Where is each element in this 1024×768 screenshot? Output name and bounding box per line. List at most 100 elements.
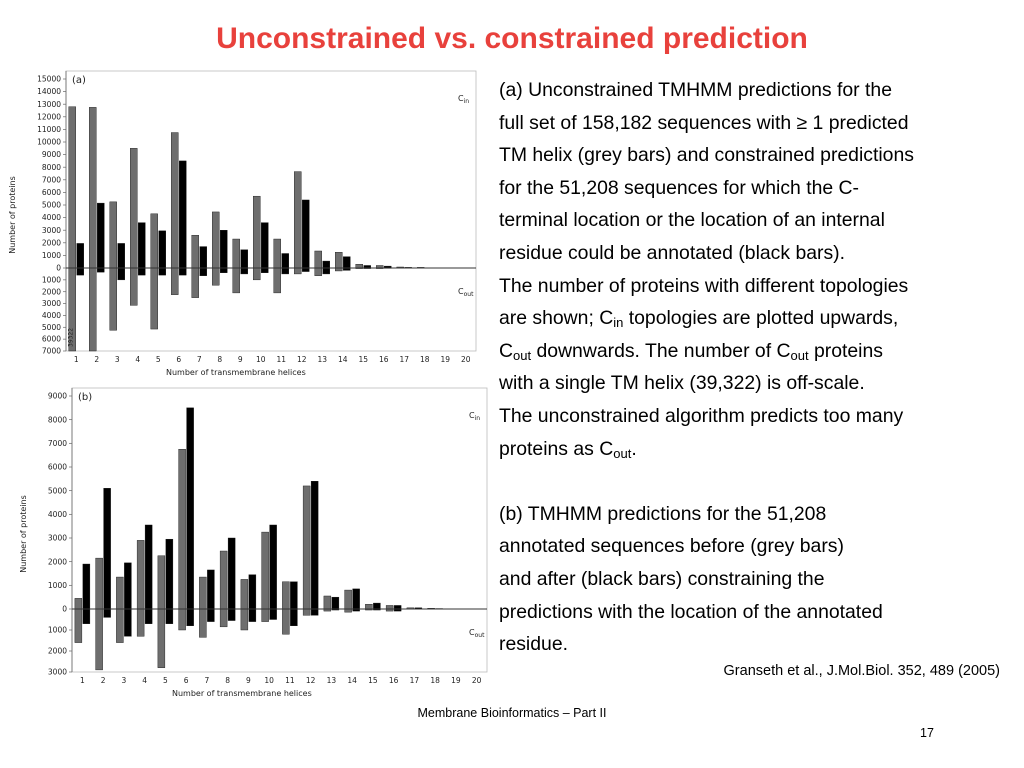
- bar-cin: [171, 132, 179, 269]
- bar-cin: [82, 563, 91, 610]
- y-tick-label: 3000: [48, 534, 67, 543]
- bar-cout: [158, 267, 166, 276]
- bar-cin: [273, 238, 281, 269]
- y-tick-label: 6000: [48, 463, 67, 472]
- y-tick-label: 3000: [48, 668, 67, 677]
- x-tick-label: 2: [101, 676, 106, 685]
- slide-title: Unconstrained vs. constrained prediction: [216, 22, 808, 55]
- bar-cout: [116, 608, 124, 643]
- x-tick-label: 8: [217, 355, 222, 364]
- bar-cin: [322, 260, 330, 269]
- bar-cin: [240, 249, 248, 269]
- desc-a-line-7: The number of proteins with different to…: [499, 274, 909, 297]
- bar-cout: [95, 608, 103, 671]
- y-tick-label: 2000: [42, 287, 61, 296]
- bar-cin: [282, 581, 290, 610]
- desc-a-line-8: are shown; Cin topologies are plotted up…: [499, 307, 899, 331]
- y-tick-label: 14000: [37, 87, 61, 96]
- bar-cout: [74, 608, 83, 643]
- bar-cin: [232, 238, 240, 269]
- bar-cin: [150, 213, 158, 269]
- bar-cin: [97, 202, 105, 269]
- bar-cin: [290, 581, 298, 610]
- citation: Granseth et al., J.Mol.Biol. 352, 489 (2…: [723, 663, 1000, 679]
- x-tick-label: 16: [389, 676, 399, 685]
- bar-cin: [393, 605, 402, 610]
- y-tick-label: 5000: [42, 323, 61, 332]
- bar-cin: [136, 540, 145, 610]
- x-tick-label: 13: [317, 355, 327, 364]
- x-tick-label: 4: [142, 676, 147, 685]
- bar-cout: [199, 267, 207, 276]
- bar-cout: [76, 267, 84, 276]
- y-tick-label: 2000: [48, 647, 67, 656]
- x-tick-label: 15: [358, 355, 368, 364]
- desc-a-line-6: residue could be annotated (black bars).: [499, 241, 846, 264]
- bar-cin: [220, 229, 228, 269]
- x-tick-label: 5: [163, 676, 168, 685]
- y-tick-label: 5000: [42, 201, 61, 210]
- bar-cout: [82, 608, 91, 624]
- bar-cout: [157, 608, 166, 668]
- x-tick-label: 18: [430, 676, 440, 685]
- bar-cin: [302, 485, 311, 610]
- x-tick-label: 6: [184, 676, 189, 685]
- x-tick-label: 12: [297, 355, 307, 364]
- desc-a-line-4: for the 51,208 sequences for which the C…: [499, 176, 860, 199]
- bar-cout: [144, 608, 153, 624]
- bar-cout: [178, 608, 186, 631]
- x-tick-label: 19: [440, 355, 450, 364]
- bar-cout: [314, 267, 322, 276]
- bar-cout: [191, 267, 199, 298]
- y-axis-title: Number of proteins: [19, 495, 28, 573]
- x-tick-label: 3: [121, 676, 126, 685]
- y-tick-label: 11000: [37, 125, 61, 134]
- bar-cin: [253, 195, 261, 269]
- y-tick-label: 9000: [48, 392, 67, 401]
- bar-cin: [352, 588, 360, 610]
- y-tick-label: 1000: [48, 581, 67, 590]
- x-tick-label: 11: [285, 676, 295, 685]
- cout-label: Cout: [469, 628, 485, 639]
- y-tick-label: 0: [56, 264, 61, 273]
- x-tick-label: 6: [176, 355, 181, 364]
- bar-cout: [103, 608, 111, 618]
- bar-cout: [269, 608, 277, 620]
- x-tick-label: 11: [276, 355, 286, 364]
- y-tick-label: 15000: [37, 75, 61, 84]
- bar-cout: [171, 267, 179, 295]
- bar-cin: [335, 252, 343, 269]
- bar-cin: [130, 148, 138, 269]
- cout-label: Cout: [458, 287, 474, 298]
- bar-cout: [165, 608, 174, 624]
- x-tick-label: 14: [347, 676, 357, 685]
- bar-cout: [179, 267, 187, 276]
- bar-cin: [138, 222, 146, 269]
- bar-cout: [253, 267, 261, 281]
- bar-cout: [261, 608, 269, 622]
- bar-cin: [117, 243, 125, 269]
- bar-cout: [248, 608, 257, 622]
- bar-cout: [310, 608, 319, 616]
- bar-cout: [227, 608, 236, 621]
- bar-cin: [302, 199, 310, 269]
- bar-cout: [281, 267, 289, 275]
- desc-a-line-1: (a) Unconstrained TMHMM predictions for …: [499, 79, 892, 101]
- bar-cin: [212, 211, 220, 269]
- desc-gap: [499, 465, 1004, 498]
- bar-cout: [294, 267, 302, 275]
- x-tick-label: 19: [451, 676, 461, 685]
- desc-a-line-2: full set of 158,182 sequences with ≥ 1 p…: [499, 111, 909, 134]
- bar-cin: [261, 222, 269, 269]
- y-tick-label: 13000: [37, 100, 61, 109]
- description-text: (a) Unconstrained TMHMM predictions for …: [499, 74, 1004, 661]
- footer-course-title: Membrane Bioinformatics – Part II: [417, 706, 607, 720]
- page-number: 17: [920, 726, 934, 740]
- x-tick-label: 17: [399, 355, 409, 364]
- bar-cout: [261, 267, 269, 273]
- bar-cin: [281, 253, 289, 269]
- bar-cin: [331, 596, 340, 610]
- bar-cin: [89, 107, 97, 269]
- x-tick-label: 20: [472, 676, 482, 685]
- y-tick-label: 12000: [37, 112, 61, 121]
